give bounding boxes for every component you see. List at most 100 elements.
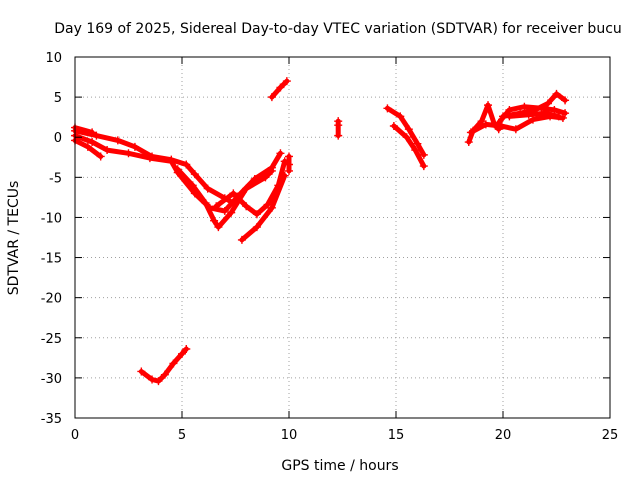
x-tick-label: 25 [602, 428, 619, 443]
data-point [242, 202, 251, 211]
series-arc-11 [384, 105, 427, 158]
y-tick-label: 10 [45, 51, 62, 66]
data-point [182, 345, 191, 354]
data-point [285, 166, 293, 175]
data-point [413, 139, 422, 148]
data-point [203, 184, 212, 193]
data-point [464, 138, 473, 147]
data-point [267, 203, 276, 212]
data-point [466, 128, 475, 137]
data-point [267, 166, 276, 175]
data-point [543, 99, 552, 108]
y-tick-label: -30 [41, 372, 62, 387]
data-point [419, 162, 428, 171]
data-point [396, 112, 405, 121]
series-arc-4 [72, 125, 95, 135]
series-arc-18 [506, 110, 562, 119]
data-point [227, 208, 236, 217]
data-point [511, 125, 520, 134]
data-point [481, 120, 490, 129]
data-point [83, 142, 92, 151]
data-point [561, 96, 570, 105]
data-point [477, 117, 486, 126]
data-point [130, 142, 139, 151]
data-point [96, 152, 105, 161]
data-point [383, 104, 392, 113]
data-point [113, 136, 122, 145]
y-tick-label: 0 [54, 131, 62, 146]
data-point [252, 210, 261, 219]
data-point [419, 150, 428, 159]
data-point [169, 359, 178, 368]
y-axis-label: SDTVAR / TECUs [6, 181, 22, 296]
data-point [334, 121, 343, 130]
data-point [242, 184, 251, 193]
data-point [505, 112, 514, 121]
chart-title: Day 169 of 2025, Sidereal Day-to-day VTE… [54, 21, 622, 37]
data-point [188, 181, 197, 190]
data-point [210, 216, 219, 225]
data-point [494, 118, 503, 127]
data-point [154, 377, 163, 386]
y-tick-label: -5 [49, 171, 62, 186]
x-tick-label: 0 [71, 428, 79, 443]
data-point [334, 131, 343, 140]
y-tick-label: -10 [41, 211, 62, 226]
data-point [160, 370, 169, 379]
data-point [261, 173, 270, 182]
data-point [402, 133, 411, 142]
data-point [524, 110, 533, 119]
data-point [88, 128, 97, 137]
data-point [267, 93, 276, 102]
data-point [173, 165, 182, 174]
data-point [167, 157, 176, 166]
data-point [137, 367, 146, 376]
data-point [214, 223, 223, 232]
data-point [252, 223, 261, 232]
data-point [411, 146, 420, 155]
data-point [520, 102, 529, 111]
data-point [280, 171, 289, 180]
x-tick-label: 20 [495, 428, 512, 443]
x-tick-label: 10 [281, 428, 298, 443]
x-axis-label: GPS time / hours [281, 458, 398, 474]
data-point [541, 109, 550, 118]
data-point [182, 160, 191, 169]
series-arc-12 [391, 123, 427, 169]
data-point [389, 121, 398, 130]
x-tick-label: 15 [388, 428, 405, 443]
data-point [220, 207, 229, 216]
data-point [88, 138, 97, 147]
data-point [212, 202, 221, 211]
data-series-group [71, 77, 570, 386]
data-point [190, 170, 199, 179]
y-tick-label: -20 [41, 292, 62, 307]
data-point [276, 83, 285, 92]
data-point [92, 131, 101, 140]
data-point [103, 146, 112, 155]
series-arc-1 [72, 128, 236, 206]
data-point [237, 235, 246, 244]
data-point [276, 149, 285, 158]
y-tick-label: -15 [41, 252, 62, 267]
data-point [124, 149, 133, 158]
data-point [148, 375, 157, 384]
series-arc-8 [269, 78, 290, 100]
y-tick-label: 5 [54, 91, 62, 106]
ticks: 0 5 10 15 20 25 10 5 0 -5 -10 -15 -20 -25 -30 -35 [41, 51, 619, 443]
data-point [404, 125, 413, 134]
data-point [550, 105, 559, 114]
y-tick-label: -25 [41, 332, 62, 347]
data-point [282, 77, 291, 86]
data-point [561, 109, 570, 118]
data-point [484, 101, 493, 110]
data-point [178, 349, 186, 358]
data-point [552, 89, 561, 98]
data-point [263, 200, 272, 209]
data-point [145, 154, 154, 163]
data-point [285, 152, 293, 161]
y-tick-label: -35 [41, 412, 62, 427]
x-tick-label: 5 [178, 428, 186, 443]
plot-frame [74, 56, 611, 419]
